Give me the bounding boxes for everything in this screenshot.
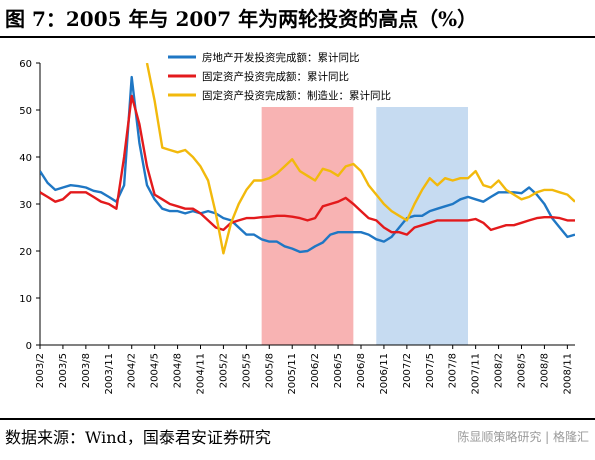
x-tick-label: 2005/5 xyxy=(241,353,252,388)
x-tick-label: 2003/2 xyxy=(35,353,46,388)
legend: 房地产开发投资完成额：累计同比固定资产投资完成额：累计同比固定资产投资完成额：制… xyxy=(158,47,448,107)
y-tick-label: 30 xyxy=(19,200,32,211)
x-tick-label: 2006/8 xyxy=(356,353,367,388)
y-tick-label: 40 xyxy=(19,153,32,164)
y-tick-label: 60 xyxy=(19,59,32,70)
legend-background xyxy=(158,47,448,107)
y-axis-tick-labels: 0 10 20 30 40 50 60 xyxy=(19,59,32,352)
series-line-2 xyxy=(40,94,575,236)
x-tick-label: 2004/2 xyxy=(127,353,138,388)
x-tick-label: 2004/11 xyxy=(196,353,207,395)
x-tick-label: 2008/11 xyxy=(562,353,573,395)
series-line-3 xyxy=(145,63,575,255)
series-lines xyxy=(40,63,575,255)
x-tick-label: 2005/2 xyxy=(218,353,229,388)
x-tick-label: 2006/5 xyxy=(333,353,344,388)
x-tick-label: 2004/8 xyxy=(173,353,184,388)
footer-rule xyxy=(0,418,595,420)
legend-label-1: 房地产开发投资完成额：累计同比 xyxy=(202,51,360,64)
x-tick-label: 2006/11 xyxy=(379,353,390,395)
y-tick-label: 10 xyxy=(19,294,32,305)
x-tick-label: 2007/2 xyxy=(402,353,413,388)
page-title: 图 7：2005 年与 2007 年为两轮投资的高点（%） xyxy=(5,7,478,31)
axis-frame xyxy=(36,62,575,349)
x-tick-label: 2004/5 xyxy=(150,353,161,388)
x-tick-label: 2003/11 xyxy=(104,353,115,395)
y-tick-label: 0 xyxy=(26,341,32,352)
x-tick-label: 2005/8 xyxy=(264,353,275,388)
y-tick-label: 50 xyxy=(19,106,32,117)
x-tick-label: 2007/5 xyxy=(425,353,436,388)
y-tick-label: 20 xyxy=(19,247,32,258)
x-tick-label: 2005/11 xyxy=(287,353,298,395)
x-tick-label: 2007/8 xyxy=(448,353,459,388)
x-axis-tick-labels: 2003/2 2003/5 2003/8 2003/11 2004/2 2004/5 200… xyxy=(35,353,573,395)
source-note: 数据来源：Wind，国泰君安证券研究 xyxy=(5,428,271,447)
x-tick-label: 2006/2 xyxy=(310,353,321,388)
legend-label-2: 固定资产投资完成额：累计同比 xyxy=(202,70,349,83)
title-rule xyxy=(0,36,595,38)
x-tick-label: 2008/8 xyxy=(539,353,550,388)
x-tick-label: 2003/5 xyxy=(58,353,69,388)
shaded-regions xyxy=(261,107,468,345)
x-tick-label: 2007/11 xyxy=(471,353,482,395)
x-tick-label: 2008/2 xyxy=(494,353,505,388)
x-tick-label: 2008/5 xyxy=(517,353,528,388)
watermark: 陈显顺策略研究 | 格隆汇 xyxy=(457,430,589,444)
legend-label-3: 固定资产投资完成额：制造业：累计同比 xyxy=(202,89,391,102)
shaded-region-1 xyxy=(261,107,354,345)
x-tick-label: 2003/8 xyxy=(81,353,92,388)
